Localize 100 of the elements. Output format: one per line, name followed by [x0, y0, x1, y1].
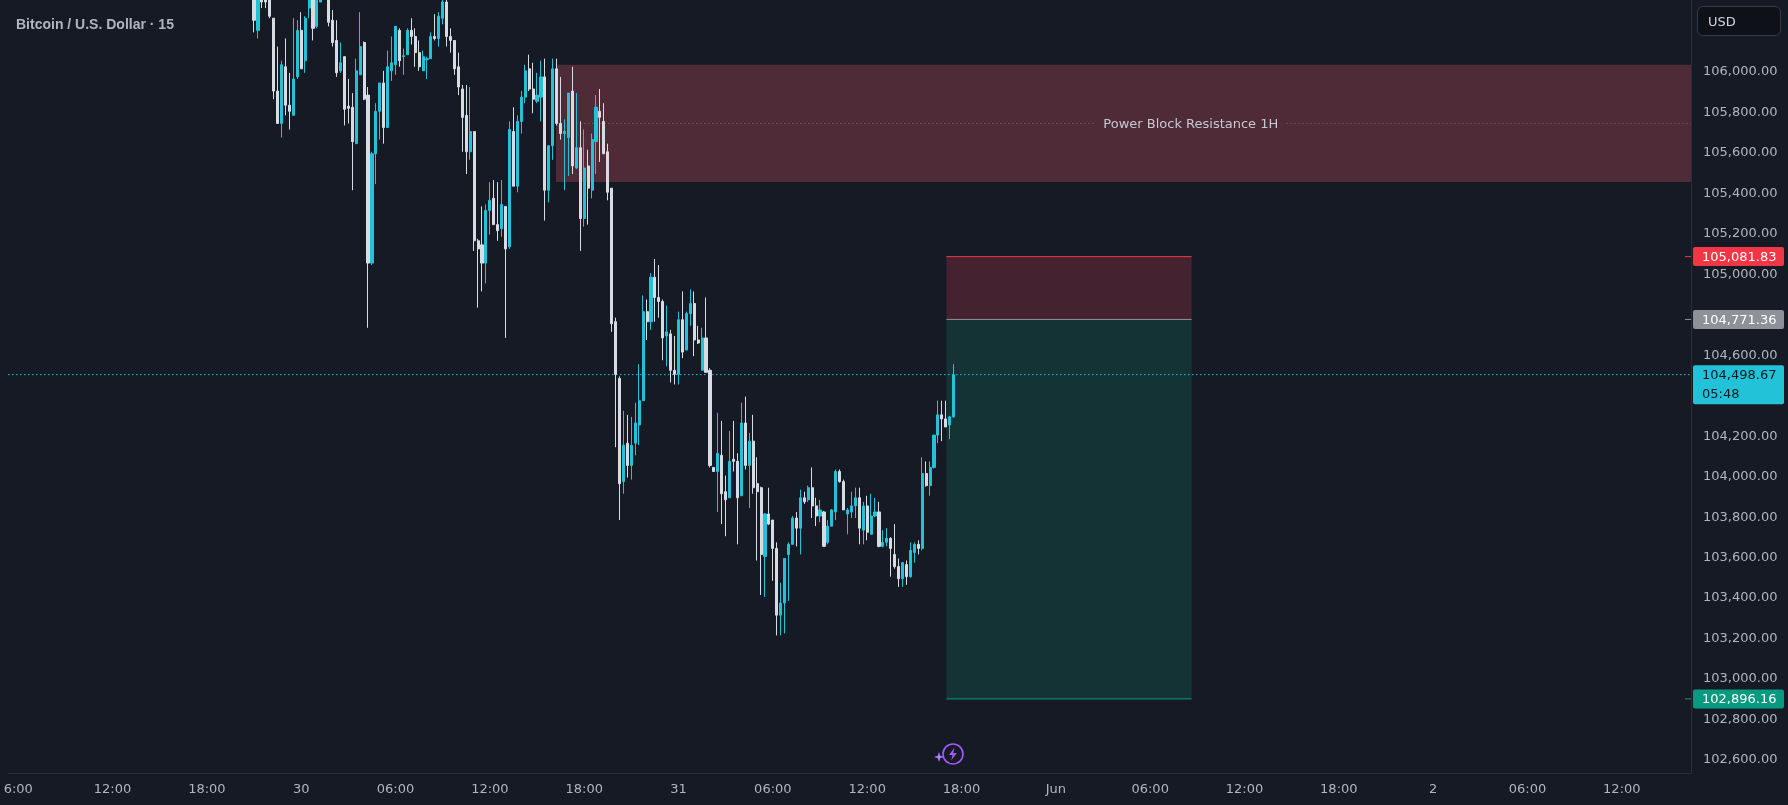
candlestick [406, 27, 409, 56]
candlestick [465, 84, 468, 175]
y-tick-label: 103,200.00 [1703, 629, 1778, 645]
candlestick [744, 396, 747, 470]
y-tick-label: 104,000.00 [1703, 468, 1778, 484]
candlestick [728, 430, 731, 499]
x-tick-label: 12:00 [1225, 781, 1264, 796]
x-tick-label: 06:00 [1131, 781, 1169, 796]
y-tick-label: 105,600.00 [1703, 144, 1778, 160]
candlestick [740, 402, 743, 497]
y-tick-label: 105,000.00 [1703, 265, 1778, 281]
candlestick [881, 529, 884, 548]
x-tick-label: 18:00 [1320, 781, 1358, 796]
candlestick [646, 298, 649, 341]
y-tick-label: 105,200.00 [1703, 225, 1778, 241]
candlestick [870, 493, 873, 535]
candlestick [889, 536, 892, 578]
x-tick-label: 12:00 [93, 781, 132, 796]
candlestick [543, 58, 546, 222]
candlestick [866, 495, 869, 541]
candlestick [885, 527, 888, 547]
x-tick-label: 30 [292, 781, 310, 796]
candlestick [795, 511, 798, 547]
candlestick [862, 501, 865, 545]
candlestick [587, 149, 590, 226]
x-tick-label: 2 [1429, 781, 1438, 796]
candlestick [500, 179, 503, 238]
y-tick-label: 104,600.00 [1703, 346, 1778, 362]
y-tick-label: 106,000.00 [1703, 63, 1778, 79]
candlestick [905, 560, 908, 586]
candlestick [583, 129, 586, 228]
text: Bitcoin / U.S. Dollar · 15 [16, 16, 175, 32]
candlestick [716, 412, 719, 513]
candlestick [681, 290, 684, 359]
text: 05:48 [1702, 386, 1740, 402]
y-tick-label: 103,000.00 [1703, 670, 1778, 686]
candlestick [512, 106, 515, 187]
y-tick-label: 103,400.00 [1703, 589, 1778, 605]
candlestick [925, 460, 928, 488]
candlestick [433, 13, 436, 41]
x-tick-label: 18:00 [565, 781, 603, 796]
x-tick-label: 12:00 [1603, 781, 1641, 796]
candlestick [598, 88, 601, 163]
y-tick-label: 105,400.00 [1703, 184, 1778, 200]
candlestick [701, 327, 704, 371]
candlestick [579, 120, 582, 252]
candlestick [630, 416, 633, 481]
x-tick-label: 06:00 [376, 781, 415, 796]
y-tick-label: 103,600.00 [1703, 548, 1778, 564]
candlestick [508, 120, 511, 250]
x-tick-label: 6:00 [3, 781, 33, 796]
candlestick [909, 541, 912, 579]
candlestick [382, 70, 385, 145]
candlestick [858, 487, 861, 545]
candlestick [402, 48, 405, 76]
y-tick-label: 103,800.00 [1703, 508, 1778, 524]
ref-line-label: 102,896.16 [1702, 691, 1777, 707]
ref-line-label: 104,771.36 [1702, 311, 1777, 327]
candlestick [339, 41, 342, 74]
x-tick-label: 18:00 [942, 781, 981, 796]
candlestick [398, 27, 401, 68]
candlestick [901, 562, 904, 588]
band-label: Power Block Resistance 1H [1103, 115, 1279, 131]
y-tick-label: 102,600.00 [1703, 751, 1778, 767]
x-tick-label: 06:00 [1508, 781, 1547, 796]
y-tick-label: 102,800.00 [1703, 710, 1778, 726]
candlestick [669, 329, 672, 383]
candlestick [712, 466, 715, 472]
unit-button: USD [1697, 6, 1781, 36]
candlestick [921, 456, 924, 551]
candlestick [649, 272, 653, 331]
x-tick-label: 31 [670, 781, 687, 796]
x-tick-label: Jun [1044, 781, 1066, 796]
candlestick [807, 485, 810, 503]
ref-line-label: 105,081.83 [1702, 249, 1777, 265]
candlestick [854, 487, 857, 519]
y-tick-label: 105,800.00 [1703, 103, 1778, 119]
candlestick [799, 489, 802, 555]
candlestick [877, 501, 881, 548]
x-tick-label: 06:00 [754, 781, 792, 796]
x-tick-label: 18:00 [188, 781, 226, 796]
candlestick [917, 539, 920, 555]
candlestick [571, 66, 574, 175]
candlestick [940, 400, 943, 442]
candlestick [763, 512, 767, 598]
candlestick [343, 56, 346, 126]
candlestick [626, 414, 629, 479]
candlestick [665, 305, 668, 367]
candlestick [575, 92, 578, 170]
candlestick [693, 290, 696, 357]
y-axis-title: USD [1708, 14, 1736, 29]
candlestick [653, 258, 656, 323]
candlestick [496, 181, 499, 242]
candlestick [818, 499, 822, 523]
candlestick [803, 491, 806, 505]
candlestick [822, 510, 826, 547]
candlestick [748, 432, 751, 509]
candlestick [469, 86, 472, 161]
candlestick [622, 410, 625, 495]
ref-line-label: 104,498.67 [1702, 367, 1777, 383]
